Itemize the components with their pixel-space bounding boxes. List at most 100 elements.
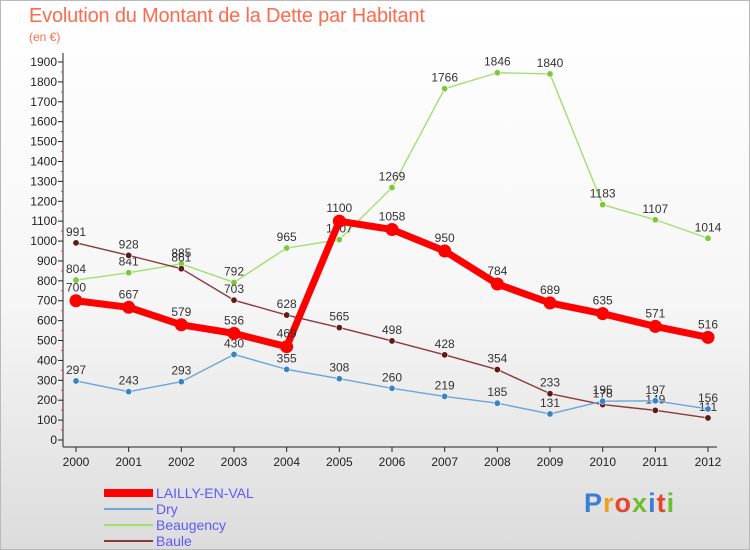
data-label-lailly-en-val: 689 [540, 283, 560, 297]
x-tick-label: 2009 [537, 455, 564, 469]
y-tick-label: 900 [37, 254, 57, 268]
data-point-beaugency [546, 70, 554, 78]
data-label-dry: 297 [66, 363, 86, 377]
data-point-lailly-en-val [280, 340, 294, 354]
data-label-dry: 355 [277, 351, 297, 365]
data-point-beaugency [493, 69, 501, 77]
data-point-baule [230, 296, 238, 304]
x-tick-label: 2011 [642, 455, 668, 469]
data-label-lailly-en-val: 469 [277, 327, 297, 341]
data-label-baule: 861 [171, 251, 191, 265]
data-label-lailly-en-val: 571 [645, 306, 665, 320]
data-point-baule [125, 251, 133, 259]
data-label-baule: 991 [66, 225, 86, 239]
data-point-lailly-en-val [438, 244, 452, 258]
series-dry: 297 243 293 430 355 308 260 219 185 131 195 197 156 [66, 336, 718, 418]
x-tick-label: 2001 [115, 455, 142, 469]
y-tick-label: 1500 [30, 135, 57, 149]
data-point-lailly-en-val [596, 307, 610, 321]
data-label-baule: 565 [329, 310, 349, 324]
data-point-lailly-en-val [385, 223, 399, 237]
y-tick-label: 1100 [31, 214, 57, 228]
y-tick-label: 500 [37, 334, 57, 348]
data-point-baule [388, 337, 396, 345]
data-point-lailly-en-val [543, 296, 557, 310]
data-label-beaugency: 1183 [590, 187, 616, 201]
data-label-dry: 308 [329, 361, 349, 375]
data-label-dry: 219 [435, 378, 455, 392]
x-tick-label: 2006 [379, 455, 406, 469]
data-point-lailly-en-val [490, 277, 504, 291]
data-point-baule [441, 351, 449, 359]
data-point-dry [230, 350, 238, 358]
x-tick-label: 2000 [63, 455, 90, 469]
data-label-beaugency: 1840 [537, 56, 564, 70]
data-point-baule [704, 414, 712, 422]
y-tick-label: 1200 [30, 194, 57, 208]
data-point-beaugency [704, 234, 712, 242]
data-point-dry [125, 388, 133, 396]
data-label-lailly-en-val: 536 [224, 313, 244, 327]
data-point-beaugency [283, 244, 291, 252]
data-label-dry: 430 [224, 336, 244, 350]
data-point-dry [177, 378, 185, 386]
legend-label-baule: Baule [156, 533, 192, 549]
y-tick-label: 1600 [30, 115, 57, 129]
data-label-beaugency: 885 [171, 246, 191, 260]
data-label-dry: 156 [698, 391, 718, 405]
data-point-beaugency [335, 236, 343, 244]
data-point-beaugency [230, 278, 238, 286]
proxiti-logo: Proxiti [584, 488, 675, 519]
y-tick-label: 600 [37, 314, 57, 328]
y-tick-label: 1400 [30, 154, 57, 168]
y-tick-label: 1800 [30, 75, 57, 89]
y-tick-label: 700 [37, 294, 57, 308]
chart-title: Evolution du Montant de la Dette par Hab… [29, 5, 425, 27]
data-point-dry [335, 375, 343, 383]
logo-letter: x [632, 488, 649, 518]
data-label-lailly-en-val: 516 [698, 317, 718, 331]
x-tick-label: 2012 [695, 455, 722, 469]
data-label-lailly-en-val: 700 [66, 281, 86, 295]
data-label-baule: 628 [277, 297, 297, 311]
legend-label-lailly-en-val: LAILLY-EN-VAL [156, 485, 254, 501]
logo-letter: r [603, 488, 615, 518]
data-label-baule: 428 [435, 337, 455, 351]
data-label-lailly-en-val: 667 [119, 287, 139, 301]
data-point-beaugency [441, 85, 449, 93]
data-point-lailly-en-val [332, 214, 346, 228]
data-point-baule [335, 324, 343, 332]
y-tick-label: 1900 [30, 55, 57, 69]
data-label-lailly-en-val: 950 [435, 231, 455, 245]
data-label-lailly-en-val: 1058 [379, 210, 406, 224]
logo-letter: i [666, 488, 676, 518]
data-point-dry [599, 397, 607, 405]
data-label-dry: 243 [119, 374, 139, 388]
data-label-dry: 131 [540, 396, 560, 410]
data-point-baule [72, 239, 80, 247]
data-label-beaugency: 1269 [379, 170, 406, 184]
logo-letter: o [614, 488, 633, 518]
data-label-beaugency: 1107 [642, 202, 668, 216]
data-label-baule: 233 [540, 376, 560, 390]
data-point-dry [493, 399, 501, 407]
data-point-lailly-en-val [69, 294, 83, 308]
data-label-dry: 260 [382, 370, 402, 384]
data-label-baule: 703 [224, 282, 244, 296]
y-tick-label: 1000 [30, 234, 57, 248]
data-label-lailly-en-val: 784 [487, 264, 507, 278]
data-label-beaugency: 792 [224, 264, 244, 278]
data-label-beaugency: 1766 [431, 71, 458, 85]
data-label-beaugency: 1846 [484, 55, 511, 69]
legend-label-dry: Dry [156, 501, 178, 517]
x-tick-label: 2010 [589, 455, 616, 469]
logo-letter: i [648, 488, 657, 518]
logo-letter: t [656, 488, 667, 518]
chart-subtitle: (en €) [29, 30, 61, 44]
data-point-dry [283, 365, 291, 373]
data-point-baule [651, 406, 659, 414]
